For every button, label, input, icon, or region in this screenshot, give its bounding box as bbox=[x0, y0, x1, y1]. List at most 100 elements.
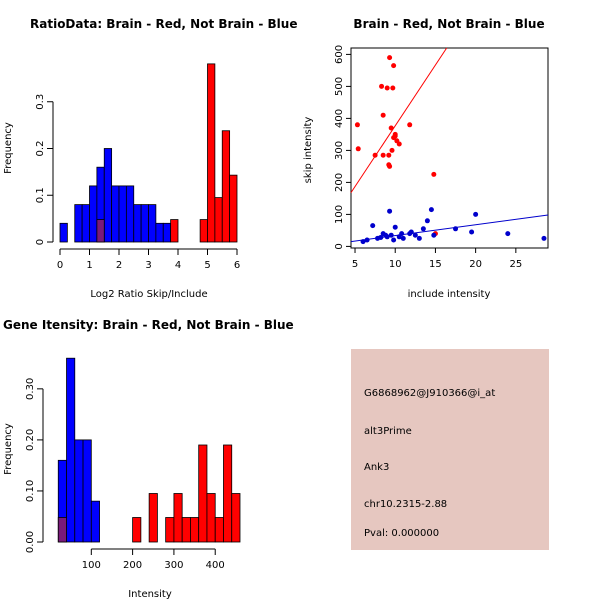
gene-x-tick-label-0: 100 bbox=[82, 560, 101, 571]
ratio-blue-bar-6 bbox=[111, 185, 120, 243]
scatter-fit-line-brain bbox=[350, 47, 448, 193]
scatter-point-not-brain-16 bbox=[412, 232, 418, 238]
scatter-point-not-brain-8 bbox=[387, 208, 393, 214]
gene-intensity-ylabel: Frequency bbox=[3, 423, 14, 475]
ratio-x-tick-label-6: 6 bbox=[234, 260, 240, 271]
ratio-histogram-xlabel: Log2 Ratio Skip/Include bbox=[90, 289, 207, 300]
gene-intensity-histogram: Gene Itensity: Brain - Red, Not Brain - … bbox=[3, 318, 294, 600]
ratio-histogram: RatioData: Brain - Red, Not Brain - Blue… bbox=[3, 17, 297, 300]
gene-intensity-bars bbox=[57, 357, 241, 543]
scatter-point-brain-1 bbox=[355, 146, 361, 152]
scatter-y-tick-label-5: 500 bbox=[334, 77, 345, 96]
gene-red-bar-9 bbox=[214, 517, 224, 543]
gene-red-bar-5 bbox=[181, 517, 191, 543]
gene-red-bar-8 bbox=[206, 493, 216, 543]
gene-red-bar-0 bbox=[57, 517, 67, 543]
scatter-y-tick-label-0: 0 bbox=[334, 243, 345, 249]
scatter-fit-line-not-brain bbox=[350, 214, 549, 243]
ratio-blue-bar-13 bbox=[162, 222, 172, 243]
gene-red-bar-2 bbox=[148, 493, 158, 543]
ratio-x-tick-label-0: 0 bbox=[57, 260, 63, 271]
scatter-point-not-brain-4 bbox=[378, 234, 384, 240]
intensity-scatter-axes: 5 10 15 20 25 0 100 200 300 400 500 600 bbox=[334, 45, 522, 270]
location-score: chr10.2315-2.88 bbox=[364, 499, 447, 510]
ratio-blue-bar-3 bbox=[89, 185, 98, 243]
scatter-point-brain-7 bbox=[391, 63, 397, 69]
scatter-point-not-brain-14 bbox=[400, 235, 406, 241]
ratio-blue-bar-12 bbox=[155, 222, 164, 243]
scatter-y-tick-label-3: 300 bbox=[334, 141, 345, 160]
scatter-point-not-brain-23 bbox=[469, 229, 475, 235]
scatter-point-brain-19 bbox=[407, 122, 413, 128]
gene-intensity-xlabel: Intensity bbox=[128, 589, 172, 600]
ratio-x-tick-label-5: 5 bbox=[204, 260, 210, 271]
ratio-y-tick-label-0: 0 bbox=[35, 239, 46, 245]
intensity-scatter-xlabel: include intensity bbox=[408, 289, 491, 300]
event-type: alt3Prime bbox=[364, 426, 412, 437]
scatter-point-brain-5 bbox=[384, 85, 390, 91]
ratio-blue-bar-7 bbox=[118, 185, 127, 243]
gene-y-tick-label-1: 0.10 bbox=[25, 480, 36, 502]
scatter-point-not-brain-7 bbox=[384, 234, 390, 240]
ratio-blue-bar-9 bbox=[133, 204, 142, 243]
scatter-point-brain-8 bbox=[390, 85, 396, 91]
scatter-point-not-brain-11 bbox=[392, 224, 398, 230]
scatter-point-brain-3 bbox=[379, 83, 385, 89]
gene-x-tick-label-3: 400 bbox=[206, 560, 225, 571]
gene-red-bar-3 bbox=[165, 517, 175, 543]
scatter-point-not-brain-2 bbox=[370, 223, 376, 229]
gene-red-bar-6 bbox=[190, 517, 200, 543]
scatter-point-not-brain-20 bbox=[428, 207, 434, 213]
scatter-point-not-brain-17 bbox=[416, 235, 422, 241]
ratio-red-bar-5 bbox=[221, 130, 231, 243]
ratio-blue-bar-5 bbox=[103, 148, 113, 243]
ratio-histogram-axes: 0 1 2 3 4 5 6 0 0.1 0.2 0.3 bbox=[35, 94, 240, 271]
gene-blue-bar-1 bbox=[66, 357, 76, 543]
scatter-point-brain-6 bbox=[387, 55, 393, 61]
scatter-point-not-brain-10 bbox=[391, 237, 397, 243]
scatter-point-brain-11 bbox=[388, 125, 394, 131]
ratio-red-bar-6 bbox=[229, 174, 238, 243]
gene-red-bar-10 bbox=[223, 444, 233, 543]
gene-intensity-title: Gene Itensity: Brain - Red, Not Brain - … bbox=[3, 318, 294, 332]
scatter-y-tick-label-1: 100 bbox=[334, 205, 345, 224]
gene-y-tick-label-2: 0.20 bbox=[25, 429, 36, 451]
p-value: Pval: 0.000000 bbox=[364, 528, 439, 539]
ratio-x-tick-label-2: 2 bbox=[116, 260, 122, 271]
scatter-y-tick-label-4: 400 bbox=[334, 109, 345, 128]
scatter-y-tick-label-6: 600 bbox=[334, 45, 345, 64]
ratio-histogram-ylabel: Frequency bbox=[3, 122, 14, 174]
ratio-red-bar-2 bbox=[199, 219, 208, 243]
scatter-point-brain-15 bbox=[396, 141, 402, 147]
intensity-scatter-fit-lines bbox=[350, 47, 549, 243]
ratio-blue-bar-0 bbox=[59, 222, 68, 243]
gene-blue-bar-4 bbox=[90, 500, 100, 543]
gene-blue-bar-2 bbox=[74, 439, 84, 543]
gene-red-bar-1 bbox=[132, 517, 142, 543]
scatter-point-not-brain-26 bbox=[541, 235, 547, 241]
ratio-blue-bar-8 bbox=[125, 185, 135, 243]
gene-y-tick-label-0: 0.00 bbox=[25, 531, 36, 553]
scatter-point-not-brain-22 bbox=[453, 226, 459, 232]
scatter-point-not-brain-9 bbox=[388, 232, 394, 238]
ratio-y-tick-label-3: 0.3 bbox=[35, 94, 46, 110]
gene-symbol: Ank3 bbox=[364, 462, 389, 473]
scatter-point-not-brain-18 bbox=[420, 226, 426, 232]
ratio-blue-bar-11 bbox=[148, 204, 157, 243]
gene-x-tick-label-2: 300 bbox=[164, 560, 183, 571]
scatter-point-brain-2 bbox=[372, 152, 378, 158]
scatter-x-tick-label-2: 15 bbox=[429, 259, 442, 270]
intensity-scatter-plot-box bbox=[350, 47, 549, 249]
ratio-red-bar-3 bbox=[207, 63, 216, 243]
gene-x-tick-label-1: 200 bbox=[123, 560, 142, 571]
gene-blue-bar-3 bbox=[82, 439, 92, 543]
gene-red-bar-11 bbox=[231, 493, 241, 543]
scatter-x-tick-label-3: 20 bbox=[469, 259, 482, 270]
scatter-point-not-brain-13 bbox=[399, 231, 405, 237]
scatter-point-brain-17 bbox=[387, 163, 393, 169]
gene-red-bar-4 bbox=[173, 493, 183, 543]
ratio-histogram-title: RatioData: Brain - Red, Not Brain - Blue bbox=[30, 17, 297, 31]
ratio-red-bar-4 bbox=[214, 197, 223, 243]
scatter-x-tick-label-4: 25 bbox=[509, 259, 522, 270]
ratio-x-tick-label-3: 3 bbox=[145, 260, 151, 271]
